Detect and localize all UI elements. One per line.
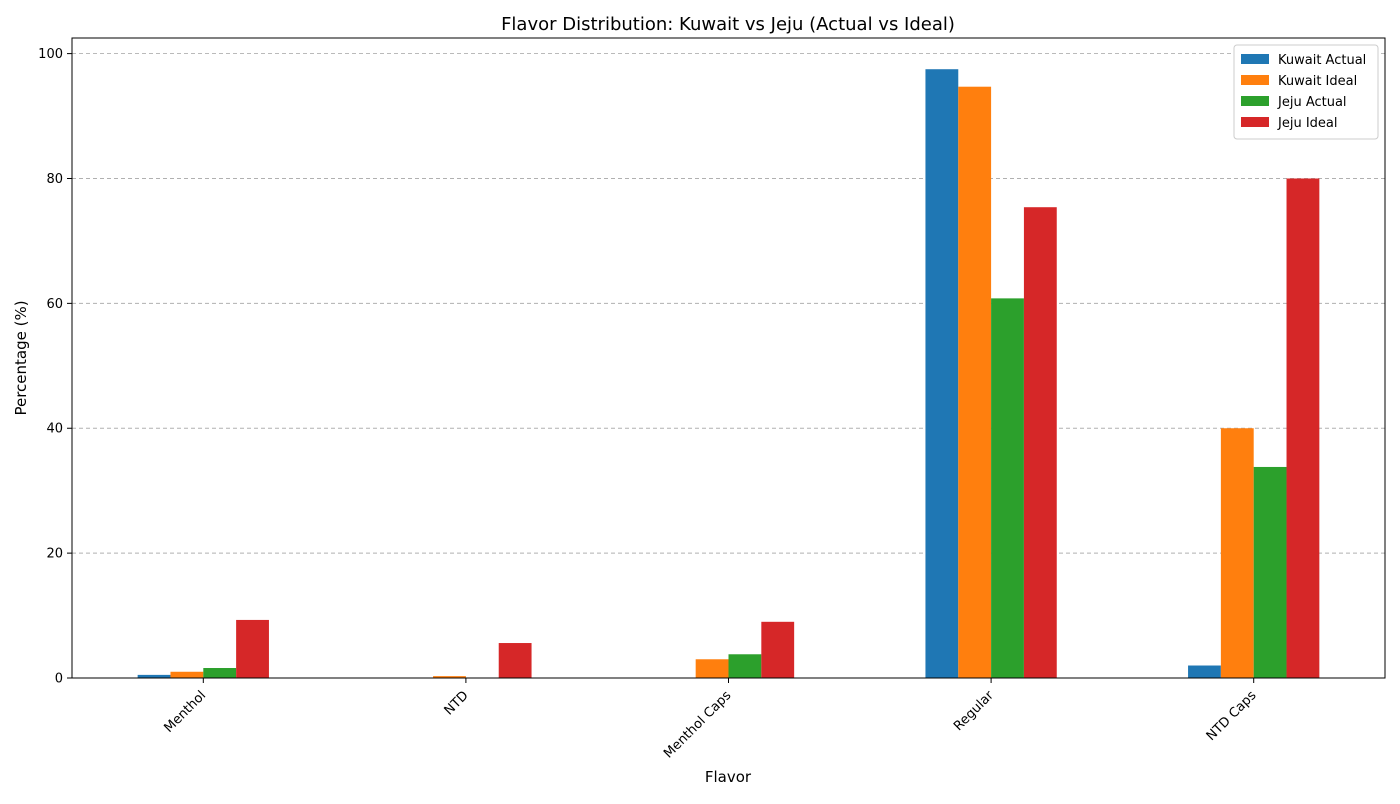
bar-kuwait-ideal-ntd-caps	[1220, 428, 1254, 678]
bar-kuwait-actual-ntd-caps	[1188, 665, 1221, 678]
bar-kuwait-actual-regular	[925, 69, 959, 679]
bar-jeju-ideal-regular	[1023, 207, 1057, 678]
grid-lines	[72, 53, 1385, 554]
bar-jeju-ideal-menthol	[236, 619, 269, 678]
y-axis: 0 20 40 60 80 100	[38, 47, 72, 687]
legend-swatch	[1241, 96, 1269, 106]
bar-kuwait-ideal-menthol	[170, 671, 204, 678]
plot-frame	[71, 37, 1386, 679]
bar-kuwait-actual-menthol	[137, 674, 171, 678]
x-axis: Menthol NTD Menthol Caps Regular NTD Caps	[161, 678, 1260, 761]
chart-title: Flavor Distribution: Kuwait vs Jeju (Act…	[501, 14, 955, 35]
y-tick-label: 80	[46, 172, 63, 187]
bar-jeju-ideal-ntd-caps	[1286, 178, 1320, 679]
x-tick-label: Menthol Caps	[661, 688, 734, 761]
x-axis-label: Flavor	[705, 768, 752, 786]
legend-swatch	[1241, 117, 1269, 127]
x-tick-label: Menthol	[161, 688, 209, 736]
y-tick-label: 100	[38, 47, 63, 62]
bar-jeju-actual-regular	[991, 298, 1024, 678]
legend-frame	[1233, 44, 1379, 140]
bar-jeju-actual-menthol-caps	[728, 654, 762, 678]
legend-entry: Kuwait Ideal	[1278, 74, 1357, 89]
x-tick-label: NTD Caps	[1204, 688, 1260, 744]
legend: Kuwait Actual Kuwait Ideal Jeju Actual Jeju…	[1233, 44, 1379, 140]
y-tick-label: 20	[46, 547, 63, 562]
legend-swatch	[1241, 54, 1269, 64]
bar-jeju-actual-ntd-caps	[1253, 466, 1287, 678]
bar-kuwait-ideal-ntd	[433, 676, 466, 678]
legend-entry: Jeju Actual	[1277, 95, 1347, 110]
y-tick-label: 40	[46, 422, 63, 437]
bars	[137, 69, 1320, 679]
legend-swatch	[1241, 75, 1269, 85]
legend-entry: Kuwait Actual	[1278, 53, 1366, 68]
bar-jeju-ideal-menthol-caps	[761, 621, 795, 678]
legend-entry: Jeju Ideal	[1277, 116, 1337, 131]
y-axis-label: Percentage (%)	[12, 300, 30, 415]
y-tick-label: 0	[55, 672, 63, 687]
bar-kuwait-ideal-menthol-caps	[695, 659, 729, 678]
bar-jeju-actual-menthol	[203, 668, 237, 678]
y-tick-label: 60	[46, 297, 63, 312]
x-tick-label: NTD	[442, 688, 472, 718]
bar-kuwait-ideal-regular	[958, 86, 992, 678]
bar-jeju-ideal-ntd	[498, 643, 532, 678]
x-tick-label: Regular	[951, 688, 997, 734]
